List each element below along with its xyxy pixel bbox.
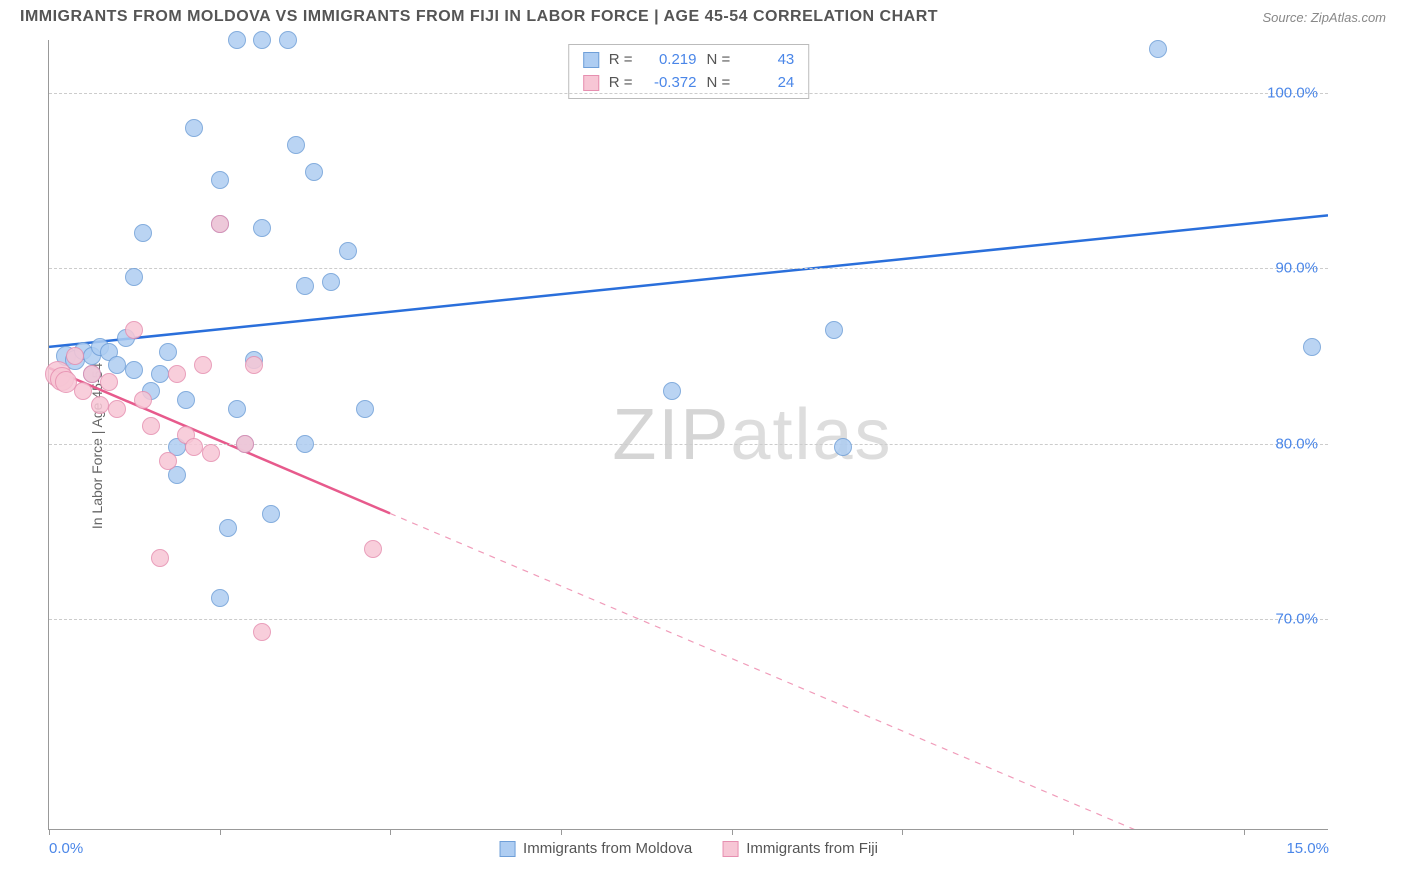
data-point-moldova (151, 365, 169, 383)
data-point-fiji (202, 444, 220, 462)
x-tick-mark (561, 829, 562, 835)
data-point-moldova (322, 273, 340, 291)
r-value-moldova: 0.219 (643, 49, 697, 72)
data-point-fiji (134, 391, 152, 409)
data-point-fiji (91, 396, 109, 414)
data-point-moldova (108, 356, 126, 374)
correlation-stats-box: R = 0.219 N = 43 R = -0.372 N = 24 (568, 44, 810, 99)
y-tick-label: 80.0% (1275, 435, 1318, 452)
data-point-fiji (185, 438, 203, 456)
data-point-fiji (159, 452, 177, 470)
data-point-moldova (339, 242, 357, 260)
y-tick-label: 70.0% (1275, 611, 1318, 628)
data-point-moldova (279, 31, 297, 49)
watermark: ZIPatlas (612, 394, 892, 476)
data-point-moldova (253, 31, 271, 49)
x-tick-mark (902, 829, 903, 835)
chart-header: IMMIGRANTS FROM MOLDOVA VS IMMIGRANTS FR… (0, 0, 1406, 30)
x-tick-label: 0.0% (49, 840, 83, 857)
legend-label-moldova: Immigrants from Moldova (523, 840, 692, 857)
y-tick-label: 90.0% (1275, 260, 1318, 277)
swatch-fiji-icon (583, 75, 599, 91)
data-point-moldova (211, 589, 229, 607)
data-point-moldova (134, 224, 152, 242)
legend-item-moldova: Immigrants from Moldova (499, 840, 692, 857)
n-value-fiji: 24 (740, 72, 794, 95)
data-point-fiji (211, 215, 229, 233)
data-point-moldova (159, 343, 177, 361)
data-point-moldova (211, 171, 229, 189)
r-value-fiji: -0.372 (643, 72, 697, 95)
data-point-fiji (253, 623, 271, 641)
data-point-moldova (296, 435, 314, 453)
data-point-moldova (253, 219, 271, 237)
data-point-moldova (1303, 338, 1321, 356)
data-point-fiji (245, 356, 263, 374)
gridline-h (49, 268, 1328, 269)
data-point-moldova (228, 31, 246, 49)
n-label: N = (707, 49, 731, 72)
data-point-fiji (108, 400, 126, 418)
legend-label-fiji: Immigrants from Fiji (746, 840, 878, 857)
swatch-moldova-icon (583, 52, 599, 68)
x-tick-mark (1073, 829, 1074, 835)
data-point-moldova (228, 400, 246, 418)
x-tick-mark (49, 829, 50, 835)
stats-row-fiji: R = -0.372 N = 24 (583, 72, 795, 95)
data-point-moldova (287, 136, 305, 154)
x-tick-label: 15.0% (1286, 840, 1329, 857)
x-tick-mark (1244, 829, 1245, 835)
data-point-moldova (825, 321, 843, 339)
x-tick-mark (732, 829, 733, 835)
r-label: R = (609, 49, 633, 72)
legend-swatch-moldova-icon (499, 841, 515, 857)
data-point-fiji (151, 549, 169, 567)
data-point-fiji (168, 365, 186, 383)
data-point-moldova (177, 391, 195, 409)
chart-source: Source: ZipAtlas.com (1262, 10, 1386, 25)
data-point-fiji (194, 356, 212, 374)
data-point-moldova (356, 400, 374, 418)
data-point-moldova (1149, 40, 1167, 58)
stats-row-moldova: R = 0.219 N = 43 (583, 49, 795, 72)
scatter-chart: ZIPatlas R = 0.219 N = 43 R = -0.372 N =… (48, 40, 1328, 830)
data-point-fiji (83, 365, 101, 383)
data-point-fiji (364, 540, 382, 558)
x-tick-mark (390, 829, 391, 835)
data-point-moldova (296, 277, 314, 295)
n-label: N = (707, 72, 731, 95)
data-point-moldova (125, 361, 143, 379)
y-tick-label: 100.0% (1267, 84, 1318, 101)
gridline-h (49, 93, 1328, 94)
data-point-moldova (219, 519, 237, 537)
chart-title: IMMIGRANTS FROM MOLDOVA VS IMMIGRANTS FR… (20, 8, 938, 26)
data-point-fiji (142, 417, 160, 435)
data-point-fiji (236, 435, 254, 453)
data-point-moldova (305, 163, 323, 181)
x-tick-mark (220, 829, 221, 835)
data-point-fiji (125, 321, 143, 339)
bottom-legend: Immigrants from Moldova Immigrants from … (499, 840, 878, 857)
data-point-moldova (125, 268, 143, 286)
legend-item-fiji: Immigrants from Fiji (722, 840, 878, 857)
data-point-fiji (74, 382, 92, 400)
data-point-moldova (834, 438, 852, 456)
n-value-moldova: 43 (740, 49, 794, 72)
gridline-h (49, 619, 1328, 620)
legend-swatch-fiji-icon (722, 841, 738, 857)
data-point-moldova (185, 119, 203, 137)
data-point-moldova (262, 505, 280, 523)
r-label: R = (609, 72, 633, 95)
data-point-moldova (663, 382, 681, 400)
data-point-fiji (100, 373, 118, 391)
data-point-fiji (66, 347, 84, 365)
